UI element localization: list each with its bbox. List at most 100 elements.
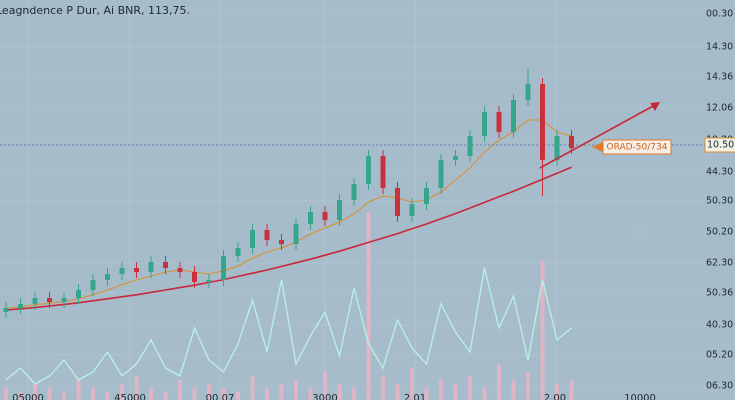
volume-bar (352, 388, 356, 400)
axis-label: 00.30 (706, 9, 733, 20)
volume-bar (497, 364, 501, 400)
candle-body (90, 280, 96, 290)
candle-body (409, 204, 415, 216)
candle-body (337, 200, 342, 220)
candle-body (18, 304, 23, 308)
candle-body (148, 262, 154, 272)
price-box (704, 137, 735, 153)
candle-body (554, 136, 560, 160)
volume-bar (207, 384, 211, 400)
x-label: 10000 (624, 393, 656, 400)
annotation-box (602, 139, 672, 155)
x-label: 00.07 (206, 393, 235, 400)
volume-bar (410, 368, 414, 400)
volume-bar (323, 372, 327, 400)
x-label: 45000 (114, 393, 146, 400)
candle-body (235, 248, 241, 256)
price-label: 10.50 (707, 140, 734, 151)
volume-bar (294, 380, 298, 400)
candle-body (438, 160, 444, 188)
axis-label: 50.30 (706, 196, 733, 207)
candle-body (308, 212, 313, 224)
arrow-head (650, 102, 660, 111)
volume-bar (33, 384, 37, 400)
candle-body (221, 256, 226, 280)
candle-body (32, 298, 38, 304)
volume-bar (526, 372, 530, 400)
volume-bar (395, 384, 400, 400)
candle-body (3, 308, 9, 312)
candle-body (482, 112, 487, 136)
volume-bar (468, 376, 472, 400)
average-line (5, 166, 572, 311)
grid (0, 0, 705, 400)
axis-label: 14.36 (706, 72, 733, 83)
candle-body (264, 230, 270, 240)
candle-body (322, 212, 328, 220)
candle-body (163, 262, 168, 268)
average-line (5, 119, 572, 309)
volume-bar (47, 388, 52, 400)
axis-label: 50.20 (706, 227, 733, 238)
volume-bar (91, 388, 95, 400)
x-label: 05000 (12, 393, 44, 400)
volume-bar (366, 212, 371, 400)
candle-body (540, 84, 545, 160)
candle-body (467, 136, 473, 156)
volume-bar (76, 380, 81, 400)
lines (0, 119, 705, 311)
candle-body (293, 224, 299, 244)
axis-label: 14.30 (706, 42, 733, 53)
x-label: 3000 (312, 393, 337, 400)
candle-body (511, 100, 516, 132)
chart-title: Leagndence P Dur, Ai BNR, 113,75. (0, 4, 190, 17)
candle-body (351, 184, 357, 200)
candle-body (496, 112, 502, 132)
volume-bar (424, 388, 429, 400)
candles (3, 68, 574, 318)
candle-body (61, 298, 67, 302)
axis-label: 12.06 (706, 103, 733, 114)
volume-bar (511, 380, 516, 400)
axis-label: 06.30 (706, 381, 733, 392)
x-label: 2.01 (404, 393, 426, 400)
candle-body (134, 268, 139, 272)
annotation-pointer (592, 142, 603, 152)
candle-body (192, 272, 197, 282)
candle-body (177, 268, 183, 272)
axis-label: 40.30 (706, 320, 733, 331)
candle-body (119, 268, 125, 274)
candle-body (47, 298, 52, 302)
axis-label: 62.30 (706, 258, 733, 269)
volume-bar (192, 388, 197, 400)
axis-label: 44.30 (706, 167, 733, 178)
volume-bar (134, 376, 139, 400)
volume-bar (555, 384, 559, 400)
x-label: 2.00 (544, 393, 566, 400)
candle-body (525, 84, 531, 100)
volume-bar (569, 380, 574, 400)
volume-bar (4, 388, 8, 400)
trend-arrow (539, 104, 656, 169)
volume (4, 212, 574, 400)
volume-bar (149, 388, 153, 400)
candle-body (105, 274, 110, 280)
volume-bar (250, 376, 255, 400)
volume-bar (265, 388, 269, 400)
volume-bar (337, 384, 342, 400)
volume-bar (439, 380, 443, 400)
volume-bar (381, 376, 385, 400)
candle-body (453, 156, 458, 160)
volume-bar (163, 392, 168, 400)
volume-bar (62, 392, 66, 400)
candle-body (279, 240, 284, 244)
volume-bar (279, 384, 284, 400)
candle-body (395, 188, 400, 216)
axis-label: 50.36 (706, 288, 733, 299)
volume-bar (221, 388, 226, 400)
labels: Leagndence P Dur, Ai BNR, 113,75. 00.30 1… (0, 4, 735, 400)
annotation: ORAD-50/734 (607, 143, 668, 153)
volume-bar (120, 384, 124, 400)
candle-body (380, 156, 386, 188)
